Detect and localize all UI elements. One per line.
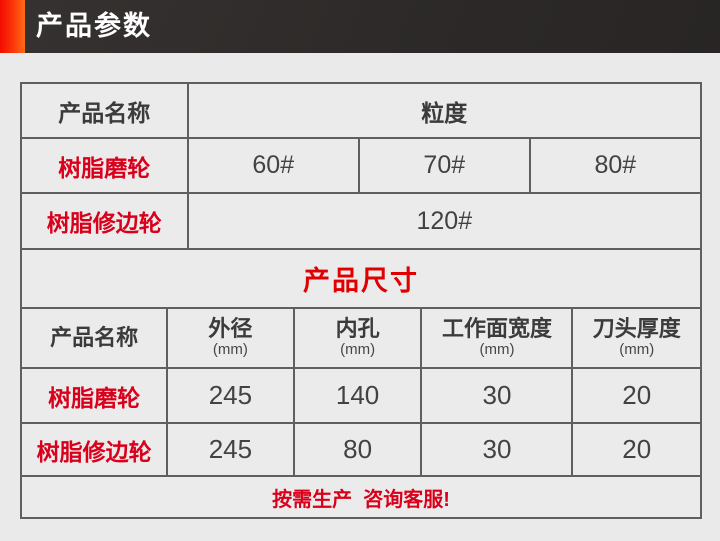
column-unit: (mm)	[619, 341, 655, 359]
spec-sheet: 产品名称 粒度 树脂磨轮 60# 70# 80# 树脂修边轮 120# 产品尺寸…	[19, 82, 703, 519]
column-label: 内孔	[335, 316, 380, 342]
grinding-wheel-size-row: 树脂磨轮 245 140 30 20	[19, 367, 702, 424]
trimming-wheel-size-row: 树脂修边轮 245 80 30 20	[19, 422, 702, 477]
product-name-cell: 树脂磨轮	[19, 367, 169, 424]
value-cell: 20	[571, 422, 702, 477]
column-unit: (mm)	[340, 341, 376, 359]
header-bar: 产品参数	[0, 0, 720, 53]
working-face-width-header: 工作面宽度 (mm)	[420, 307, 574, 369]
column-label: 刀头厚度	[592, 316, 681, 342]
product-name-cell: 树脂修边轮	[19, 422, 169, 477]
column-label: 产品名称	[50, 324, 139, 350]
granularity-header: 粒度	[186, 82, 703, 139]
column-label: 工作面宽度	[441, 316, 552, 342]
granularity-table: 产品名称 粒度 树脂磨轮 60# 70# 80# 树脂修边轮 120#	[20, 82, 703, 250]
value-cell: 245	[166, 367, 295, 424]
grinding-wheel-grit-row: 树脂磨轮 60# 70# 80#	[20, 137, 703, 194]
grit-cell: 70#	[357, 137, 531, 194]
size-header-row: 产品名称 外径 (mm) 内孔 (mm) 工作面宽度 (mm) 刀头厚度 (mm…	[19, 307, 702, 369]
column-unit: (mm)	[479, 341, 515, 359]
column-label: 外径	[208, 316, 253, 342]
section-banner: 产品尺寸	[20, 250, 702, 307]
product-name-cell: 树脂修边轮	[20, 192, 189, 250]
product-name-header: 产品名称	[19, 307, 169, 369]
grit-cell: 60#	[186, 137, 360, 194]
footer-banner: 按需生产 咨询客服!	[20, 477, 702, 519]
value-cell: 245	[166, 422, 295, 477]
product-name-cell: 树脂磨轮	[20, 137, 189, 194]
accent-bar	[0, 0, 25, 53]
product-name-header: 产品名称	[20, 82, 189, 139]
section-title: 产品尺寸	[303, 266, 419, 296]
footer-note: 按需生产 咨询客服!	[272, 488, 450, 511]
grit-cell: 120#	[186, 192, 703, 250]
value-cell: 30	[420, 422, 574, 477]
value-cell: 80	[292, 422, 423, 477]
value-cell: 140	[292, 367, 423, 424]
inner-hole-header: 内孔 (mm)	[292, 307, 423, 369]
grit-cell: 80#	[528, 137, 703, 194]
value-cell: 20	[571, 367, 702, 424]
outer-diameter-header: 外径 (mm)	[166, 307, 295, 369]
column-unit: (mm)	[212, 341, 248, 359]
value-cell: 30	[420, 367, 574, 424]
granularity-header-row: 产品名称 粒度	[20, 82, 703, 139]
blade-thickness-header: 刀头厚度 (mm)	[571, 307, 702, 369]
trimming-wheel-grit-row: 树脂修边轮 120#	[20, 192, 703, 250]
page-title: 产品参数	[36, 11, 152, 41]
size-table: 产品名称 外径 (mm) 内孔 (mm) 工作面宽度 (mm) 刀头厚度 (mm…	[19, 307, 702, 477]
